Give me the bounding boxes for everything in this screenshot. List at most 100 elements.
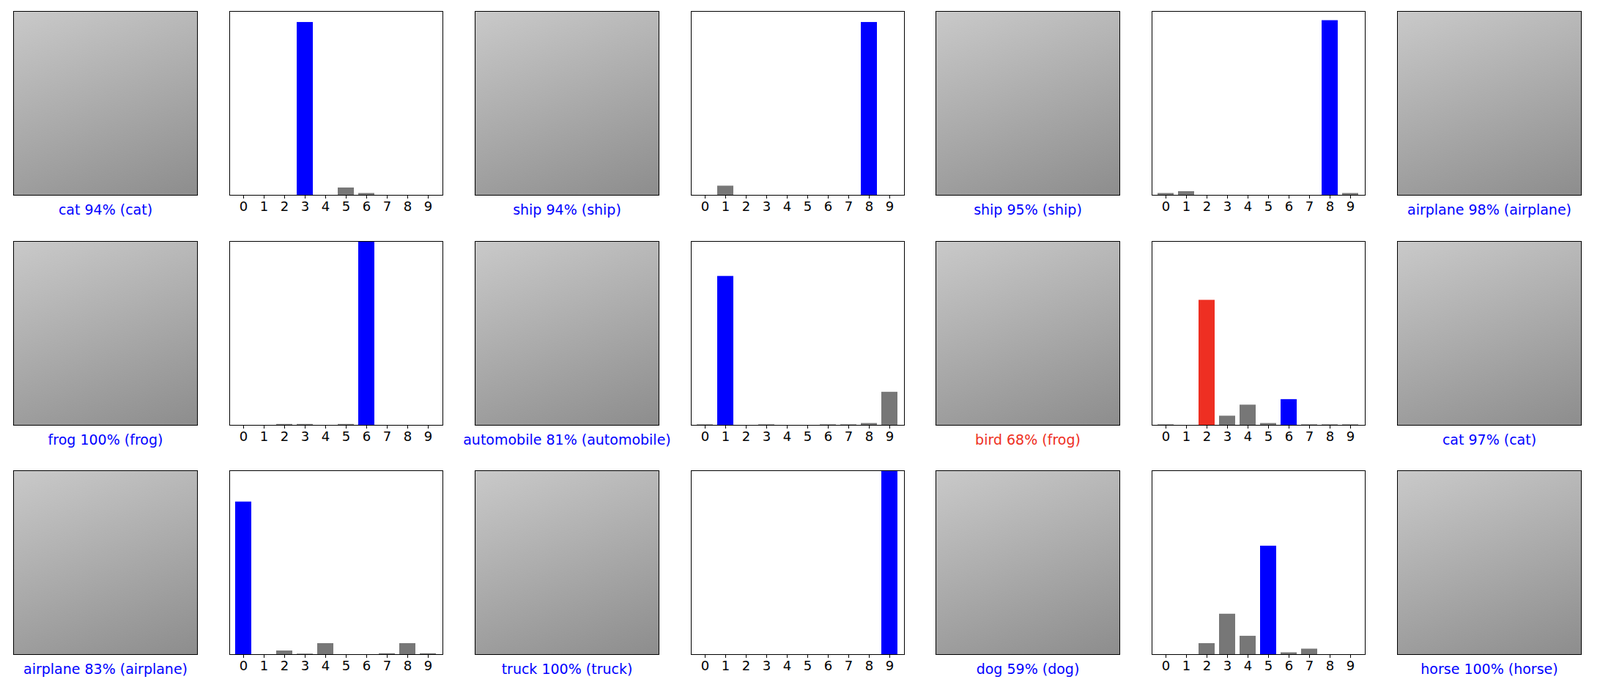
html-text:ship 95% (ship): ship 95% (ship): [973, 201, 1082, 218]
svg-text:8: 8: [1326, 657, 1335, 674]
svg-text:9: 9: [424, 198, 433, 214]
svg-text:9: 9: [1346, 198, 1355, 214]
svg-text:4: 4: [1243, 428, 1253, 444]
svg-text:3: 3: [301, 198, 310, 214]
svg-text:5: 5: [803, 657, 812, 674]
svg-text:8: 8: [865, 428, 874, 444]
svg-text:8: 8: [865, 657, 874, 674]
svg-text:7: 7: [1305, 198, 1314, 214]
svg-text:9: 9: [885, 428, 894, 444]
svg-text:3: 3: [1223, 198, 1232, 214]
svg-text:5: 5: [342, 198, 351, 214]
svg-text:3: 3: [301, 428, 310, 444]
html-text:bird 68% (frog): bird 68% (frog): [975, 431, 1081, 448]
svg-text:2: 2: [1202, 428, 1211, 444]
svg-text:5: 5: [803, 198, 812, 214]
svg-text:6: 6: [824, 428, 833, 444]
svg-text:8: 8: [865, 198, 874, 214]
svg-text:1: 1: [721, 657, 730, 674]
svg-text:7: 7: [844, 198, 853, 214]
svg-text:6: 6: [362, 657, 371, 674]
svg-text:4: 4: [321, 428, 330, 444]
svg-text:8: 8: [403, 428, 412, 444]
svg-text:1: 1: [721, 198, 730, 214]
svg-text:0: 0: [239, 198, 248, 214]
svg-text:5: 5: [1264, 198, 1273, 214]
svg-text:4: 4: [783, 428, 792, 444]
svg-text:1: 1: [721, 428, 730, 444]
svg-text:7: 7: [844, 657, 853, 674]
svg-text:5: 5: [1264, 428, 1273, 444]
svg-text:3: 3: [762, 198, 771, 214]
svg-text:4: 4: [783, 198, 792, 214]
svg-text:2: 2: [1202, 657, 1211, 674]
svg-text:6: 6: [1284, 198, 1294, 214]
svg-text:8: 8: [403, 198, 412, 214]
svg-text:0: 0: [1161, 198, 1170, 214]
svg-text:5: 5: [803, 428, 812, 444]
svg-text:2: 2: [1202, 198, 1211, 214]
svg-text:7: 7: [844, 428, 853, 444]
svg-text:2: 2: [742, 657, 751, 674]
svg-text:1: 1: [260, 657, 269, 674]
svg-text:1: 1: [1182, 657, 1191, 674]
svg-text:3: 3: [762, 657, 771, 674]
svg-text:6: 6: [362, 428, 371, 444]
svg-text:3: 3: [301, 657, 310, 674]
svg-text:4: 4: [321, 657, 330, 674]
html-text:ship 94% (ship): ship 94% (ship): [512, 201, 622, 218]
svg-text:9: 9: [1346, 428, 1355, 444]
svg-text:0: 0: [239, 428, 248, 444]
svg-text:2: 2: [280, 428, 289, 444]
svg-text:6: 6: [824, 657, 833, 674]
svg-text:7: 7: [383, 657, 392, 674]
html-text:airplane 83% (airplane): airplane 83% (airplane): [23, 660, 188, 677]
svg-text:4: 4: [1243, 657, 1253, 674]
svg-text:4: 4: [1243, 198, 1253, 214]
svg-text:7: 7: [383, 428, 392, 444]
html-text:airplane 98% (airplane): airplane 98% (airplane): [1407, 201, 1572, 218]
svg-text:8: 8: [1326, 198, 1335, 214]
html-text:frog 100% (frog): frog 100% (frog): [48, 431, 163, 448]
svg-text:7: 7: [383, 198, 392, 214]
svg-text:4: 4: [783, 657, 792, 674]
svg-text:9: 9: [885, 198, 894, 214]
svg-text:4: 4: [321, 198, 330, 214]
svg-text:9: 9: [1346, 657, 1355, 674]
svg-text:2: 2: [742, 428, 751, 444]
svg-text:9: 9: [885, 657, 894, 674]
svg-text:1: 1: [260, 198, 269, 214]
svg-text:5: 5: [342, 657, 351, 674]
svg-text:9: 9: [424, 657, 433, 674]
svg-text:2: 2: [280, 657, 289, 674]
svg-text:6: 6: [362, 198, 371, 214]
html-text:automobile 81% (automobile): automobile 81% (automobile): [463, 431, 671, 448]
html-text:truck 100% (truck): truck 100% (truck): [501, 660, 633, 677]
svg-text:8: 8: [403, 657, 412, 674]
svg-text:5: 5: [1264, 657, 1273, 674]
svg-text:3: 3: [1223, 657, 1232, 674]
svg-text:2: 2: [742, 198, 751, 214]
svg-text:1: 1: [1182, 428, 1191, 444]
svg-text:8: 8: [1326, 428, 1335, 444]
svg-text:5: 5: [342, 428, 351, 444]
svg-text:1: 1: [260, 428, 269, 444]
svg-text:0: 0: [1161, 657, 1170, 674]
svg-text:7: 7: [1305, 428, 1314, 444]
html-text:cat 94% (cat): cat 94% (cat): [58, 201, 153, 218]
svg-text:3: 3: [762, 428, 771, 444]
svg-text:0: 0: [701, 198, 710, 214]
svg-text:0: 0: [701, 428, 710, 444]
svg-text:3: 3: [1223, 428, 1232, 444]
svg-text:2: 2: [280, 198, 289, 214]
svg-text:6: 6: [1284, 428, 1294, 444]
svg-text:7: 7: [1305, 657, 1314, 674]
svg-text:0: 0: [1161, 428, 1170, 444]
svg-text:6: 6: [824, 198, 833, 214]
html-text:cat 97% (cat): cat 97% (cat): [1442, 431, 1537, 448]
svg-text:0: 0: [239, 657, 248, 674]
svg-text:0: 0: [701, 657, 710, 674]
svg-text:6: 6: [1284, 657, 1294, 674]
svg-text:1: 1: [1182, 198, 1191, 214]
svg-text:9: 9: [424, 428, 433, 444]
